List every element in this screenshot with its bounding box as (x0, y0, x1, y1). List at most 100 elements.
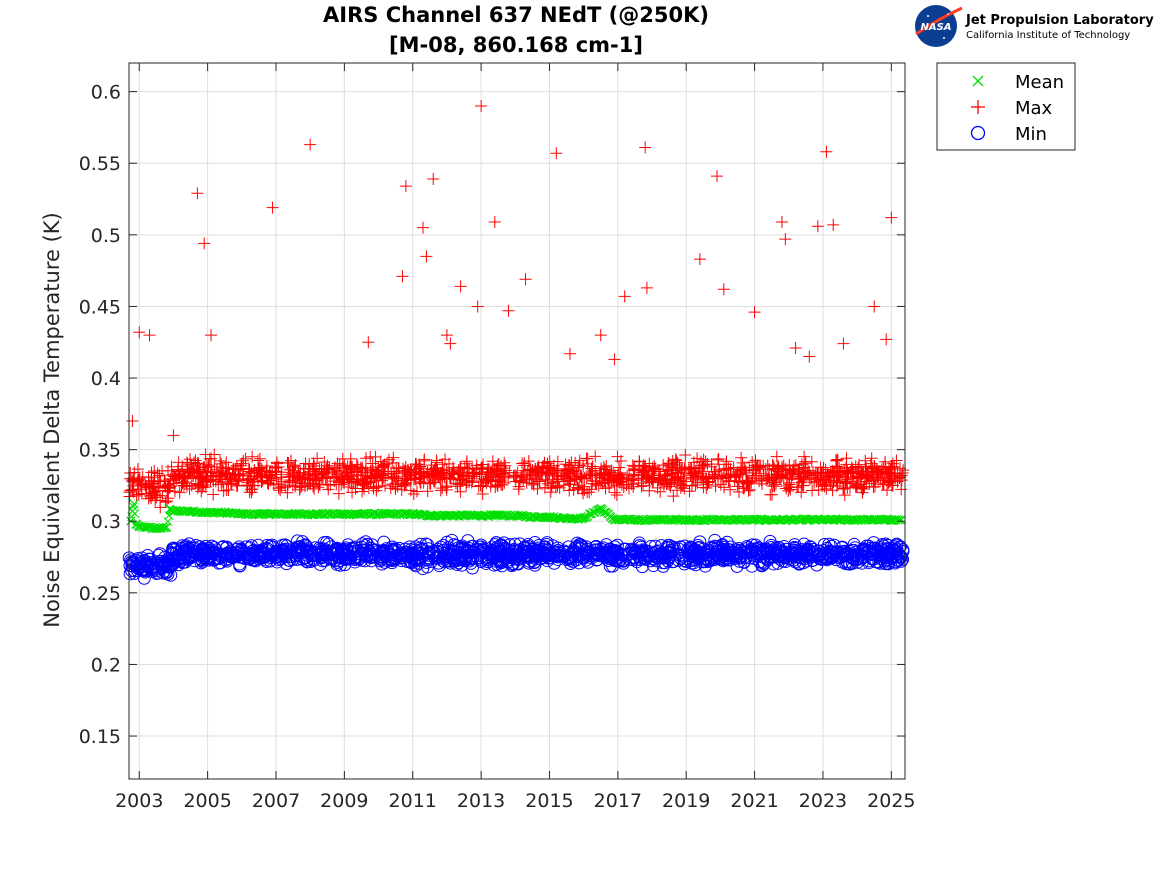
series-mean (126, 499, 906, 534)
data-point-min (477, 545, 491, 559)
data-point-min (884, 551, 898, 565)
data-point-max (859, 454, 872, 467)
data-point-max (275, 480, 288, 493)
data-point-max (172, 456, 185, 469)
data-point-min (757, 544, 771, 558)
data-point-max (362, 336, 375, 349)
data-point-max (585, 483, 598, 496)
data-point-max (168, 470, 181, 483)
data-point-mean (227, 508, 236, 517)
data-point-max (895, 469, 908, 482)
data-point-max (520, 476, 533, 489)
data-point-max (272, 481, 285, 494)
data-point-max (525, 466, 538, 479)
data-point-max (425, 468, 438, 481)
data-point-max (337, 476, 350, 489)
data-point-min (451, 545, 465, 559)
data-point-max (241, 473, 254, 486)
data-point-max (261, 476, 274, 489)
data-point-max (457, 467, 470, 480)
data-point-max (531, 482, 544, 495)
data-point-max (245, 466, 258, 479)
data-point-mean (630, 515, 640, 525)
data-point-max (779, 464, 792, 476)
data-point-max (600, 459, 613, 472)
grid-lines (129, 63, 905, 779)
data-point-min (235, 544, 249, 558)
data-point-max (797, 479, 810, 492)
data-point-max (471, 300, 484, 313)
data-point-max (697, 481, 710, 494)
data-point-mean (476, 511, 486, 520)
data-point-min (689, 558, 703, 572)
data-point-mean (869, 515, 879, 525)
data-point-max (220, 484, 233, 497)
data-point-max (795, 458, 808, 471)
data-point-min (157, 564, 171, 578)
data-point-max (818, 480, 831, 493)
data-point-mean (442, 511, 452, 520)
data-point-max (837, 483, 850, 496)
data-point-max (191, 187, 204, 200)
data-point-max (561, 472, 574, 485)
data-point-max (845, 465, 858, 478)
data-point-max (424, 477, 437, 490)
data-point-max (850, 478, 863, 491)
data-point-min (260, 542, 274, 556)
data-point-max (580, 452, 593, 465)
data-point-max (192, 479, 205, 492)
data-point-min (881, 547, 895, 561)
data-point-max (386, 456, 399, 469)
data-point-max (860, 475, 873, 488)
data-point-mean (698, 515, 708, 525)
data-point-max (595, 462, 608, 475)
data-point-max (436, 482, 449, 495)
data-point-mean (801, 515, 811, 525)
data-point-max (309, 467, 322, 480)
data-point-max (189, 477, 202, 490)
data-point-max (427, 474, 440, 487)
plot-area (129, 63, 905, 779)
data-point-max (590, 469, 603, 482)
data-point-max (805, 455, 818, 468)
data-point-max (639, 141, 652, 154)
data-point-max (522, 455, 535, 468)
data-point-max (581, 457, 594, 470)
y-tick-label: 0.15 (79, 726, 121, 748)
data-point-max (641, 471, 654, 484)
legend-max-label: Max (1015, 98, 1053, 119)
data-point-min (763, 534, 777, 548)
data-point-min (642, 550, 656, 564)
data-point-max (694, 459, 707, 472)
data-point-min (788, 555, 802, 569)
y-tick-label: 0.35 (79, 440, 121, 462)
data-point-max (266, 201, 279, 214)
data-point-max (545, 479, 558, 492)
data-point-max (200, 470, 213, 483)
data-point-mean (220, 508, 230, 518)
data-point-mean (155, 524, 165, 533)
data-point-max (289, 474, 302, 487)
data-point-max (192, 472, 205, 485)
data-point-max (512, 483, 525, 496)
data-point-max (572, 482, 585, 495)
data-point-max (763, 474, 776, 487)
data-point-max (194, 463, 207, 476)
data-point-max (230, 479, 243, 492)
data-point-max (830, 454, 843, 467)
data-point-min (755, 559, 769, 573)
data-point-max (304, 138, 317, 151)
data-point-max (814, 461, 827, 474)
data-point-max (304, 477, 317, 490)
data-point-mean (886, 515, 896, 525)
legend-min-marker (970, 125, 986, 141)
data-point-min (646, 559, 660, 573)
y-tick-label: 0.6 (91, 82, 121, 104)
data-point-min (850, 551, 864, 565)
data-point-min (591, 553, 605, 567)
data-point-max (782, 476, 795, 489)
data-point-mean (169, 506, 178, 516)
jpl-subtitle: California Institute of Technology (966, 30, 1130, 41)
data-point-max (321, 459, 334, 472)
data-point-max (673, 461, 686, 474)
